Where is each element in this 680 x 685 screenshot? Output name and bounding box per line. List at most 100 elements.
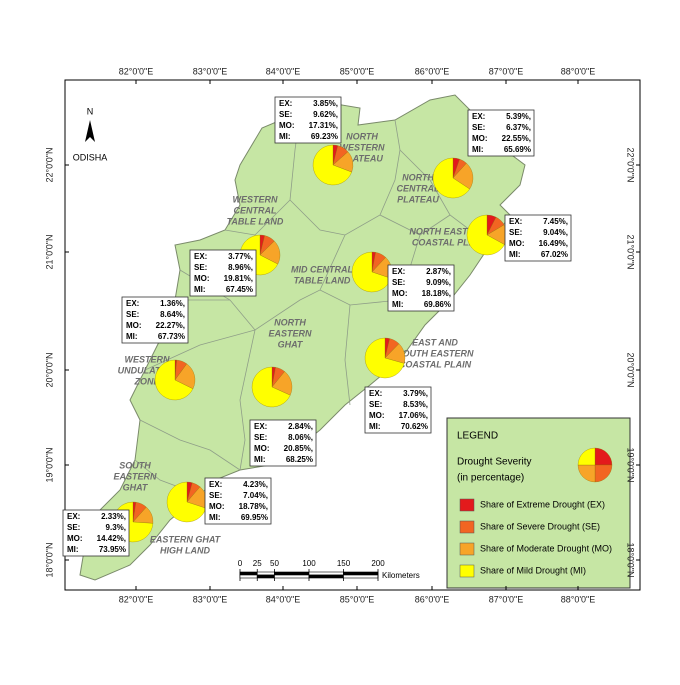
legend-swatch: [459, 542, 475, 556]
zone-name: EASTERN: [268, 328, 312, 338]
zone-name: PLATEAU: [397, 194, 439, 204]
stat-key: EX:: [392, 267, 405, 276]
stat-value: 9.09%,: [426, 278, 451, 287]
map-title: ODISHA: [73, 152, 108, 162]
legend-box: [446, 417, 631, 589]
zone-name: CENTRAL: [397, 183, 440, 193]
stat-box: [62, 509, 130, 557]
zone-name: COASTAL PLAIN: [399, 359, 472, 369]
stat-key: MI:: [369, 422, 381, 431]
scale-label: 25: [253, 559, 262, 568]
scale-segment: [239, 574, 258, 579]
latitude-label: 22°0'0"N: [626, 147, 636, 182]
scale-segment: [256, 574, 275, 579]
stat-key: SE:: [369, 400, 382, 409]
zone-name: NORTH: [346, 131, 378, 141]
stat-key: EX:: [67, 512, 80, 521]
longitude-label: 87°0'0"E: [489, 594, 524, 604]
stat-value: 70.62%: [401, 422, 428, 431]
scale-unit: Kilometers: [382, 571, 420, 580]
pie-slice: [364, 337, 405, 379]
scale-segment: [343, 571, 379, 576]
legend-subtitle: Drought Severity: [457, 457, 531, 468]
zone-name: CENTRAL: [234, 205, 277, 215]
latitude-label: 19°0'0"N: [44, 447, 54, 482]
stat-key: MI:: [279, 132, 291, 141]
north-arrow-icon: [85, 120, 95, 142]
zone-name: EAST AND: [412, 337, 458, 347]
stat-key: EX:: [254, 422, 267, 431]
legend-swatch: [459, 498, 475, 512]
stat-key: SE:: [67, 523, 80, 532]
stat-key: MO:: [67, 534, 83, 543]
longitude-label: 86°0'0"E: [415, 594, 450, 604]
pie-slice: [166, 481, 207, 523]
stat-value: 7.45%,: [543, 217, 568, 226]
latitude-label: 20°0'0"N: [44, 352, 54, 387]
scale-segment: [274, 571, 310, 576]
stat-key: EX:: [209, 480, 222, 489]
zone-name: PLATEAU: [341, 153, 383, 163]
stat-value: 17.06%,: [399, 411, 428, 420]
stat-box: [274, 96, 342, 144]
stat-value: 18.78%,: [239, 502, 268, 511]
stat-key: EX:: [194, 252, 207, 261]
stat-key: MO:: [194, 274, 210, 283]
stat-key: SE:: [509, 228, 522, 237]
pie-slice: [466, 214, 505, 256]
zone-name: WESTERN: [125, 354, 171, 364]
stat-value: 68.25%: [286, 455, 313, 464]
stat-key: MO:: [369, 411, 385, 420]
latitude-label: 18°0'0"N: [626, 542, 636, 577]
longitude-label: 88°0'0"E: [561, 66, 596, 76]
stat-key: MO:: [209, 502, 225, 511]
stat-box: [249, 419, 317, 467]
stat-value: 9.62%,: [313, 110, 338, 119]
stat-key: SE:: [279, 110, 292, 119]
stat-key: EX:: [369, 389, 382, 398]
stat-value: 2.33%,: [101, 512, 126, 521]
stat-value: 3.77%,: [228, 252, 253, 261]
stat-key: SE:: [472, 123, 485, 132]
north-arrow: [85, 120, 95, 142]
longitude-label: 85°0'0"E: [340, 66, 375, 76]
zone-name: EASTERN GHAT: [150, 534, 222, 544]
pie-slice: [432, 157, 470, 199]
latitude-label: 21°0'0"N: [626, 234, 636, 269]
zone-name: MID CENTRAL: [291, 264, 353, 274]
stat-key: MO:: [254, 444, 270, 453]
legend-title: LEGEND: [457, 431, 498, 442]
legend-label: Share of Extreme Drought (EX): [480, 499, 605, 509]
stat-value: 6.37%,: [506, 123, 531, 132]
latitude-label: 21°0'0"N: [44, 234, 54, 269]
zone-name: UNDULATING: [118, 365, 177, 375]
stat-key: MI:: [209, 513, 221, 522]
stat-box: [364, 386, 432, 434]
stat-box: [121, 296, 189, 344]
stat-key: MI:: [67, 545, 79, 554]
longitude-label: 88°0'0"E: [561, 594, 596, 604]
stat-value: 3.85%,: [313, 99, 338, 108]
stat-value: 22.27%,: [156, 321, 185, 330]
stat-value: 67.73%: [158, 332, 185, 341]
latitude-label: 18°0'0"N: [44, 542, 54, 577]
scale-segment: [308, 571, 344, 576]
legend-label: Share of Mild Drought (MI): [480, 565, 586, 575]
zone-name: ZONE: [133, 376, 160, 386]
stat-value: 22.55%,: [502, 134, 531, 143]
stat-box: [387, 264, 455, 312]
stat-key: MO:: [392, 289, 408, 298]
stat-key: MO:: [472, 134, 488, 143]
scale-label: 50: [270, 559, 279, 568]
scale-label: 200: [371, 559, 385, 568]
stat-box: [504, 214, 572, 262]
longitude-label: 83°0'0"E: [193, 66, 228, 76]
stat-value: 9.3%,: [106, 523, 126, 532]
legend-swatch: [459, 520, 475, 534]
zone-name: NORTH EASTERN: [409, 226, 487, 236]
stat-value: 20.85%,: [284, 444, 313, 453]
latitude-label: 19°0'0"N: [626, 447, 636, 482]
longitude-label: 82°0'0"E: [119, 594, 154, 604]
stat-box: [204, 477, 272, 525]
